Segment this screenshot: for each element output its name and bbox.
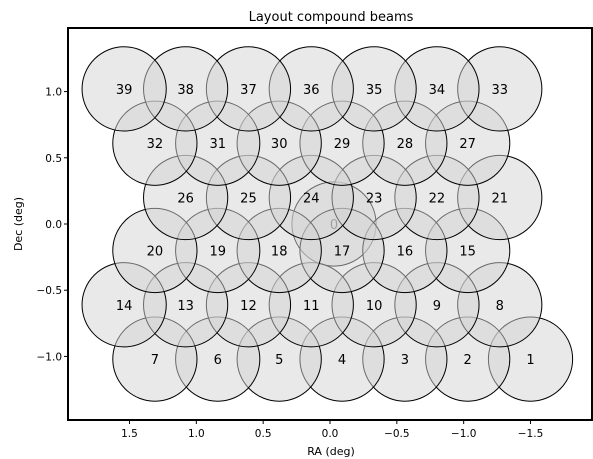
beam-label: 14 — [116, 299, 133, 314]
x-tick-label: 0.5 — [255, 428, 272, 440]
beam-37: 37 — [205, 46, 292, 132]
beam-label: 28 — [397, 137, 414, 152]
beam-label: 25 — [240, 192, 257, 207]
beam-label: 26 — [177, 192, 194, 207]
y-axis: 1.0 0.5 0.0 −0.5 −1.0 — [37, 87, 68, 363]
x-axis: 1.5 1.0 0.5 0.0 −0.5 −1.0 −1.5 — [121, 420, 543, 440]
y-tick-label: −0.5 — [37, 285, 63, 297]
y-tick-label: −1.0 — [37, 351, 63, 363]
beam-label: 16 — [397, 244, 414, 259]
beam-label: 11 — [303, 299, 320, 314]
beam-35: 35 — [331, 46, 417, 132]
beam-label: 20 — [147, 244, 164, 259]
beam-label: 5 — [275, 353, 283, 368]
beam-label: 22 — [429, 192, 446, 207]
beam-label: 18 — [271, 244, 288, 259]
beam-label: 33 — [491, 83, 508, 98]
x-tick-label: −1.5 — [518, 428, 544, 440]
x-tick-label: −0.5 — [384, 428, 410, 440]
beam-label: 17 — [334, 244, 351, 259]
y-tick-label: 0.0 — [45, 219, 62, 231]
beam-label: 21 — [491, 192, 508, 207]
beam-label: 37 — [240, 83, 257, 98]
beam-label: 29 — [334, 137, 351, 152]
x-tick-label: 1.0 — [188, 428, 205, 440]
x-tick-label: 0.0 — [322, 428, 339, 440]
beam-label: 10 — [366, 299, 383, 314]
y-tick-label: 0.5 — [45, 153, 62, 165]
x-axis-label: RA (deg) — [307, 445, 355, 458]
beam-label: 19 — [209, 244, 226, 259]
beam-label: 23 — [366, 192, 383, 207]
beam-label: 32 — [147, 137, 164, 152]
beam-label: 35 — [366, 83, 383, 98]
beam-label: 30 — [271, 137, 288, 152]
beam-label: 7 — [151, 353, 159, 368]
beam-label: 31 — [209, 137, 226, 152]
beam-label: 15 — [459, 244, 476, 259]
beam-39: 39 — [81, 46, 167, 132]
beam-label: 9 — [433, 299, 441, 314]
beam-label: 13 — [177, 299, 194, 314]
beam-label: 3 — [401, 353, 409, 368]
beam-circle — [81, 46, 167, 132]
chart-title: Layout compound beams — [249, 10, 414, 25]
y-axis-label: Dec (deg) — [12, 197, 25, 251]
beam-label: 1 — [526, 353, 534, 368]
beam-label: 4 — [338, 353, 346, 368]
beam-label: 2 — [464, 353, 472, 368]
beam-label: 24 — [303, 192, 320, 207]
beam-label: 12 — [240, 299, 257, 314]
x-tick-label: 1.5 — [121, 428, 138, 440]
beams-layer: 0123456789101112131415161718192021222324… — [81, 46, 574, 402]
beam-label: 34 — [429, 83, 446, 98]
beam-label: 38 — [177, 83, 194, 98]
beam-label: 6 — [214, 353, 222, 368]
y-tick-label: 1.0 — [45, 87, 62, 99]
beam-label: 36 — [303, 83, 320, 98]
beam-label: 27 — [459, 137, 476, 152]
x-tick-label: −1.0 — [451, 428, 477, 440]
beam-label: 39 — [116, 83, 133, 98]
beam-label: 8 — [496, 299, 504, 314]
